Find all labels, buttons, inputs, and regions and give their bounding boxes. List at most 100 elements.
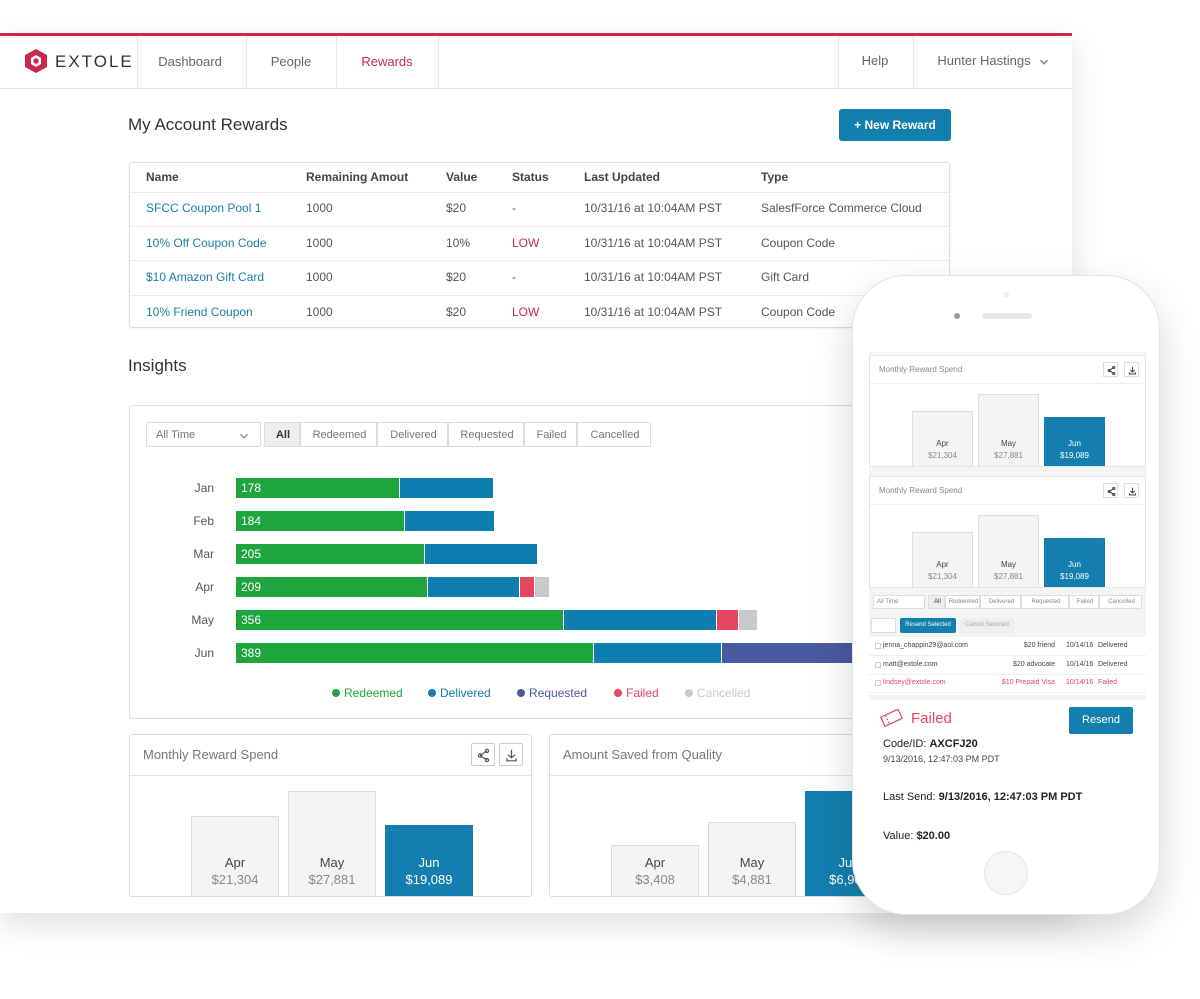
nav-separator: [137, 36, 138, 88]
row-checkbox[interactable]: [875, 680, 881, 686]
download-button[interactable]: [499, 743, 523, 766]
legend-dot: [517, 689, 525, 697]
column-header: Remaining Amout: [306, 170, 409, 184]
column-header: Type: [761, 170, 789, 184]
brand: EXTOLE: [55, 52, 134, 71]
month-label: Apr: [195, 580, 214, 594]
bar-segment: [520, 577, 535, 597]
button-label: Resend: [1082, 714, 1120, 726]
bar-segment: [399, 478, 494, 498]
row-separator: [869, 655, 1146, 656]
filter-tab[interactable]: Cancelled: [577, 422, 651, 447]
bar-month: May: [1000, 439, 1017, 448]
logo[interactable]: [24, 48, 48, 74]
nav-item[interactable]: Dashboard: [158, 54, 222, 69]
filter-tab[interactable]: All: [928, 595, 945, 609]
legend-label: Delivered: [440, 686, 491, 700]
recipient-email: lindsey@extole.com: [883, 679, 946, 686]
bar-amount: $21,304: [211, 872, 259, 887]
bar-month: Apr: [224, 855, 246, 870]
filter-tab[interactable]: Delivered: [980, 595, 1021, 609]
nav-user[interactable]: Hunter Hastings: [937, 53, 1031, 68]
spend-bar: [611, 845, 699, 896]
column-header: Last Updated: [584, 170, 661, 184]
home-button[interactable]: [984, 851, 1028, 895]
new-reward-button[interactable]: + New Reward: [839, 109, 951, 141]
download-glyph: [1128, 487, 1137, 496]
tab-label: Failed: [1076, 599, 1094, 605]
download-button-svg: [506, 749, 517, 762]
filter-tab[interactable]: Failed: [524, 422, 577, 447]
table-cell: -: [512, 270, 516, 285]
filter-tab[interactable]: All: [264, 422, 300, 447]
nav-help[interactable]: Help: [861, 53, 889, 68]
bar-value-label: 184: [241, 514, 262, 528]
table-cell: SalesfForce Commerce Cloud: [761, 201, 922, 215]
filter-dropdown[interactable]: All Time: [873, 595, 925, 609]
tab-label: All: [275, 429, 291, 441]
card-title: Monthly Reward Spend: [879, 486, 963, 495]
action-button[interactable]: Cancel Selected: [960, 618, 1014, 633]
nav-item[interactable]: People: [270, 54, 312, 69]
bar-amount: $27,881: [308, 872, 356, 887]
nav-separator: [838, 36, 839, 88]
filter-dropdown[interactable]: All Time: [146, 422, 261, 447]
reward-link[interactable]: 10% Friend Coupon: [146, 305, 253, 320]
select-all-checkbox[interactable]: [871, 618, 896, 633]
resend-button[interactable]: Resend: [1069, 707, 1133, 734]
bar-month: May: [739, 855, 765, 870]
download-button[interactable]: [1124, 483, 1139, 498]
tab-label: Redeemed: [948, 599, 979, 605]
bar-segment: [593, 643, 722, 663]
filter-tab[interactable]: Requested: [448, 422, 524, 447]
spend-bar: [708, 822, 796, 896]
download-button[interactable]: [1124, 362, 1139, 377]
mobile-chart-card: Monthly Reward Spend Apr $21,304 May $27,881…: [869, 476, 1146, 588]
phone-sensor: [1003, 292, 1009, 298]
bar-segment: [405, 511, 495, 531]
bar-segment: [236, 577, 429, 597]
filter-tab[interactable]: Failed: [1069, 595, 1099, 609]
spend-bar: [288, 791, 376, 896]
filter-tab[interactable]: Redeemed: [945, 595, 980, 609]
button-label: Resend Selected: [905, 622, 951, 628]
filter-tab[interactable]: Cancelled: [1099, 595, 1142, 609]
phone-camera: [954, 313, 960, 319]
spend-bar: [1044, 417, 1105, 466]
bar-value-label: 178: [241, 481, 262, 495]
table-cell: 10%: [446, 235, 471, 250]
reward-link[interactable]: $10 Amazon Gift Card: [146, 270, 265, 285]
bar-amount: $3,408: [635, 872, 675, 887]
value-line: Value: $20.00: [883, 826, 950, 842]
code-value: AXCFJ20: [929, 738, 978, 750]
nav-separator: [336, 36, 337, 88]
share-button[interactable]: [1103, 362, 1118, 377]
reward-link[interactable]: 10% Off Coupon Code: [146, 235, 267, 250]
reward-date: 10/14/16: [1066, 660, 1094, 668]
spend-bar: [912, 532, 973, 587]
section-title: Insights: [128, 356, 187, 375]
chevron-svg: [239, 433, 249, 439]
button-label: + New Reward: [854, 118, 936, 132]
bar-amount: $21,304: [928, 572, 957, 581]
column-header: Value: [446, 170, 478, 184]
reward-link[interactable]: SFCC Coupon Pool 1: [146, 201, 262, 215]
share-button[interactable]: [471, 743, 495, 766]
bar-segment: [717, 610, 740, 630]
chevron[interactable]: [1038, 55, 1050, 67]
filter-tab[interactable]: Requested: [1021, 595, 1069, 609]
bar-month: Apr: [644, 855, 666, 870]
share-button[interactable]: [1103, 483, 1118, 498]
download-glyph: [1128, 366, 1137, 375]
bar-segment: [563, 610, 718, 630]
filter-tab[interactable]: Delivered: [377, 422, 448, 447]
action-button[interactable]: Resend Selected: [900, 618, 956, 633]
filter-tab[interactable]: Redeemed: [300, 422, 377, 447]
row-checkbox[interactable]: [875, 643, 881, 649]
value-amount: $20.00: [916, 830, 951, 842]
nav-item[interactable]: Rewards: [361, 54, 413, 69]
row-checkbox[interactable]: [875, 661, 881, 668]
chevron[interactable]: [238, 429, 250, 441]
card-title: Monthly Reward Spend: [879, 365, 963, 374]
tab-label: Requested: [460, 429, 514, 441]
